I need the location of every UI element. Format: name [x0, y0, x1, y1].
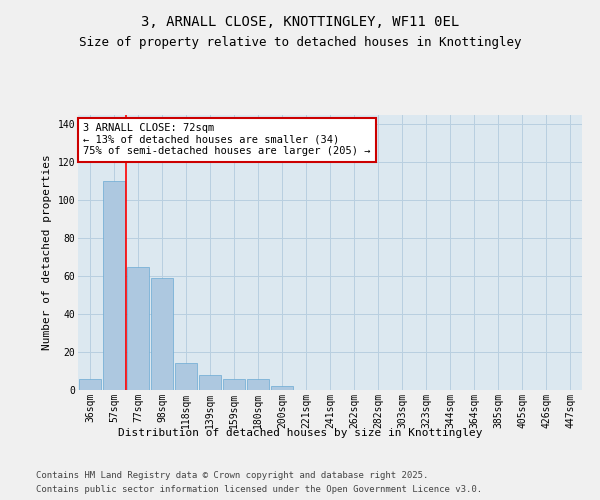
Bar: [199, 375, 221, 390]
Bar: [271, 386, 293, 390]
Bar: [103, 182, 125, 390]
Bar: [247, 378, 269, 390]
Text: 3 ARNALL CLOSE: 72sqm
← 13% of detached houses are smaller (34)
75% of semi-deta: 3 ARNALL CLOSE: 72sqm ← 13% of detached …: [83, 123, 371, 156]
Y-axis label: Number of detached properties: Number of detached properties: [42, 154, 52, 350]
Text: Size of property relative to detached houses in Knottingley: Size of property relative to detached ho…: [79, 36, 521, 49]
Bar: [223, 378, 245, 390]
Bar: [79, 378, 101, 390]
Text: 3, ARNALL CLOSE, KNOTTINGLEY, WF11 0EL: 3, ARNALL CLOSE, KNOTTINGLEY, WF11 0EL: [141, 16, 459, 30]
Text: Contains public sector information licensed under the Open Government Licence v3: Contains public sector information licen…: [36, 484, 482, 494]
Bar: [151, 278, 173, 390]
Bar: [175, 364, 197, 390]
Text: Contains HM Land Registry data © Crown copyright and database right 2025.: Contains HM Land Registry data © Crown c…: [36, 472, 428, 480]
Text: Distribution of detached houses by size in Knottingley: Distribution of detached houses by size …: [118, 428, 482, 438]
Bar: [127, 266, 149, 390]
